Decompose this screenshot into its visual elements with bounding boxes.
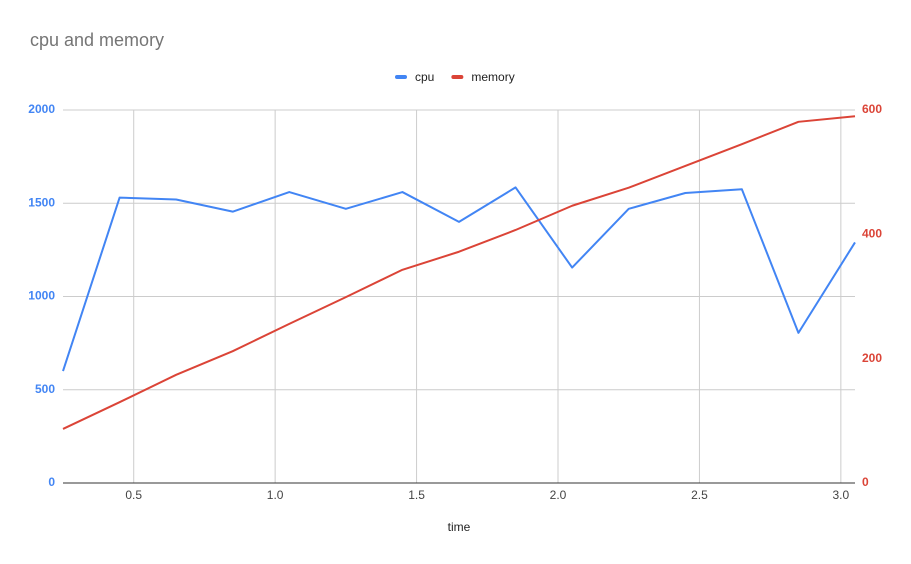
x-tick-label: 0.5 bbox=[125, 488, 142, 502]
x-tick-label: 3.0 bbox=[833, 488, 850, 502]
y-tick-label: 1000 bbox=[28, 289, 55, 303]
y2-tick-label: 400 bbox=[862, 227, 882, 241]
x-tick-label: 1.0 bbox=[267, 488, 284, 502]
y2-tick-label: 200 bbox=[862, 351, 882, 365]
y-tick-label: 2000 bbox=[28, 102, 55, 116]
y2-tick-label: 0 bbox=[862, 475, 869, 489]
y-tick-label: 0 bbox=[48, 475, 55, 489]
x-tick-label: 2.0 bbox=[550, 488, 567, 502]
x-tick-label: 2.5 bbox=[691, 488, 708, 502]
y-tick-label: 1500 bbox=[28, 195, 55, 209]
legend-swatch bbox=[451, 75, 464, 79]
legend-swatch bbox=[395, 75, 407, 79]
chart-title: cpu and memory bbox=[30, 30, 164, 50]
series-line bbox=[62, 115, 856, 430]
x-axis-label: time bbox=[448, 520, 471, 534]
y-tick-label: 500 bbox=[35, 382, 55, 396]
y2-tick-label: 600 bbox=[862, 102, 882, 116]
x-tick-label: 1.5 bbox=[408, 488, 425, 502]
legend-label: memory bbox=[471, 70, 514, 84]
legend-label: cpu bbox=[415, 70, 434, 84]
series-line bbox=[62, 186, 856, 372]
